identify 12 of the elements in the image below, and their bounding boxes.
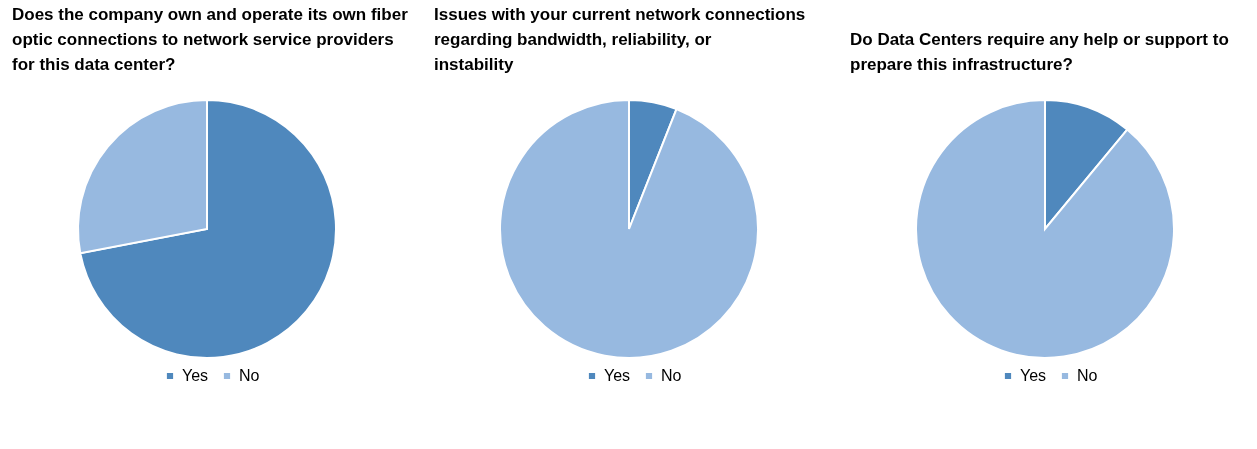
pie-slice xyxy=(499,99,759,359)
chart-title: Do Data Centers require any help or support to prepare this infrastructure? xyxy=(850,30,1229,74)
legend-label: Yes xyxy=(604,367,631,384)
legend-label: Yes xyxy=(1020,367,1047,384)
legend-label: No xyxy=(239,367,260,384)
legend-label: Yes xyxy=(182,367,209,384)
legend-label: No xyxy=(1077,367,1098,384)
pie-slice xyxy=(915,99,1175,359)
legend-label: No xyxy=(661,367,682,384)
chart-title: Does the company own and operate its own fiber optic connections to network service providers for this data center? xyxy=(12,5,409,74)
chart-title: Issues with your current network connections regarding bandwidth, reliability, or instability xyxy=(434,5,806,74)
pie-slice xyxy=(79,99,337,359)
